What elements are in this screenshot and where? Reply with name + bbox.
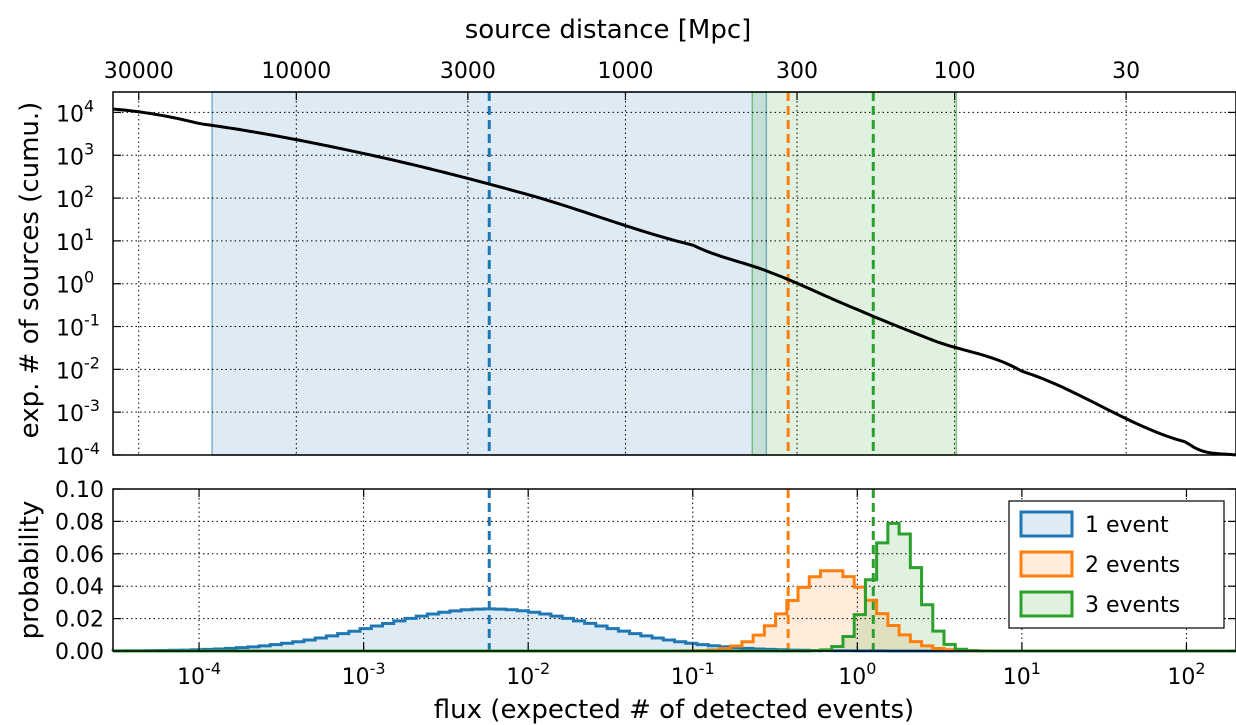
bottom-x-tick-label: 10-3 [342,659,386,690]
bottom-y-tick-label: 0.02 [55,608,104,633]
top-x-tick-label: 30 [1112,59,1140,84]
bottom-x-tick-label-exponent: -2 [534,659,550,678]
bottom-y-axis-title: probability [15,501,45,640]
top-panel-cumulative-sources: 30000 10000 3000 1000 300 100 30 1041031021011… [15,15,1236,470]
top-y-tick-label-exponent: 1 [84,225,94,244]
top-y-tick-label: 10-4 [56,439,100,470]
histogram-fill-blue [113,608,1236,651]
top-y-tick-label-exponent: 0 [84,268,94,287]
bottom-x-tick-label: 10-2 [506,659,550,690]
bottom-x-tick-label: 10-4 [177,659,221,690]
legend-swatch-green [1019,590,1074,618]
bottom-y-tick-label: 0.10 [55,478,104,503]
top-y-tick-label: 102 [56,182,94,213]
bottom-x-tick-label-base: 10 [177,665,205,690]
top-x-tick-label: 3000 [440,59,496,84]
top-plot-frame [112,91,1236,456]
legend-swatch-blue [1019,510,1074,538]
top-y-tick-label-exponent: 3 [84,139,94,158]
top-x-axis-title: source distance [Mpc] [465,15,752,45]
top-y-tick-label-exponent: 2 [84,182,94,201]
top-y-tick-label-base: 10 [56,145,84,170]
bottom-x-tick-label-exponent: -4 [205,659,221,678]
legend-swatch-orange [1019,550,1074,578]
top-x-tick-label: 100 [934,59,976,84]
bottom-x-axis-title: flux (expected # of detected events) [434,695,914,725]
bottom-x-tick-label-exponent: 0 [866,659,876,678]
bottom-y-tick-label: 0.06 [55,543,104,568]
legend-frame [1008,500,1225,629]
bottom-x-tick-label-base: 10 [671,665,699,690]
top-y-tick-label: 101 [56,225,94,256]
top-y-tick-label: 103 [56,139,94,170]
top-x-tick-label: 10000 [261,59,331,84]
top-y-tick-label-base: 10 [56,188,84,213]
top-x-tick-label: 1000 [597,59,653,84]
top-y-tick-label-exponent: -4 [84,439,100,458]
bottom-x-tick-label-exponent: 1 [1031,659,1041,678]
legend-label: 1 event [1085,513,1169,538]
bottom-x-tick-label-exponent: -3 [370,659,386,678]
bottom-x-tick-label-base: 10 [1003,665,1031,690]
bottom-x-tick-label-base: 10 [1167,665,1195,690]
top-x-tick-label: 30000 [104,59,174,84]
top-y-axis-title: exp. # of sources (cumu.) [15,102,45,439]
top-y-tick-label-exponent: -1 [84,311,100,330]
bottom-x-tick-label: 10-1 [671,659,715,690]
top-y-tick-label: 100 [56,268,94,299]
bottom-x-tick-label: 102 [1167,659,1205,690]
bottom-y-tick-label: 0.08 [55,510,104,535]
top-y-tick-label: 10-3 [56,396,100,427]
bottom-x-tick-label: 101 [1003,659,1041,690]
top-y-tick-label: 104 [56,96,94,127]
bottom-y-tick-label: 0.04 [55,575,104,600]
top-y-tick-label: 10-2 [56,353,100,384]
bottom-x-tick-label-base: 10 [506,665,534,690]
top-y-tick-label-exponent: -2 [84,353,100,372]
top-y-tick-label-base: 10 [56,359,84,384]
top-y-tick-label-exponent: -3 [84,396,100,415]
bottom-x-tick-label-exponent: -1 [699,659,715,678]
top-y-tick-label-base: 10 [56,402,84,427]
top-y-tick-label-base: 10 [56,445,84,470]
bottom-x-tick-label-base: 10 [838,665,866,690]
top-y-tick-label-base: 10 [56,102,84,127]
bottom-plot-frame [112,488,1236,652]
top-y-tick-label: 10-1 [56,311,100,342]
shaded-band-green [751,91,958,456]
bottom-y-tick-label: 0.00 [55,640,104,665]
bottom-x-tick-label-base: 10 [342,665,370,690]
top-y-tick-label-base: 10 [56,274,84,299]
bottom-x-tick-label: 100 [838,659,876,690]
legend-label: 3 events [1085,593,1180,618]
top-y-tick-label-exponent: 4 [84,96,94,115]
bottom-panel-probability: 10-4 10-3 10-2 10-1 100 101 102 0.000.020.040.… [15,478,1236,725]
top-x-tick-label: 300 [776,59,818,84]
legend: 1 event 2 events 3 events [1008,500,1225,629]
top-y-tick-label-base: 10 [56,317,84,342]
legend-label: 2 events [1085,553,1180,578]
top-y-tick-label-base: 10 [56,231,84,256]
cumulative-sources-curve [112,107,1236,457]
bottom-x-tick-label-exponent: 2 [1195,659,1205,678]
